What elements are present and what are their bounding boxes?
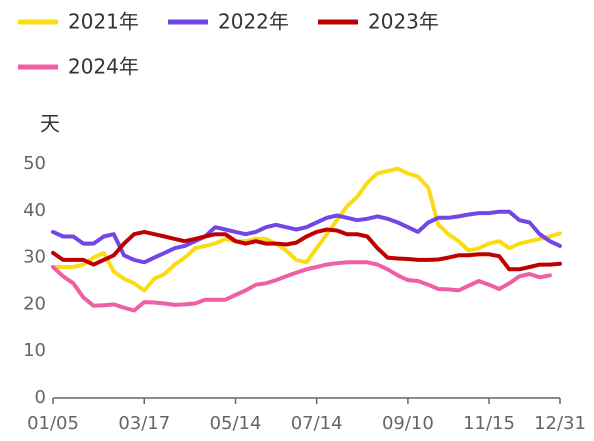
series-line	[51, 227, 562, 272]
x-tick-label: 01/05	[27, 413, 79, 434]
y-tick-label: 20	[23, 293, 46, 314]
x-tick-label: 12/31	[534, 413, 586, 434]
x-tick-label: 11/15	[463, 413, 515, 434]
y-tick-label: 10	[23, 340, 46, 361]
y-tick-label: 0	[35, 387, 46, 408]
series-line	[51, 166, 562, 293]
x-tick-label: 07/14	[291, 413, 343, 434]
y-tick-label: 50	[23, 153, 46, 174]
y-tick-label: 30	[23, 247, 46, 268]
y-axis-label: 天	[40, 112, 60, 136]
series-line	[51, 209, 562, 265]
legend-label: 2022年	[218, 10, 289, 34]
y-tick-label: 40	[23, 200, 46, 221]
x-tick-label: 09/10	[382, 413, 434, 434]
legend-label: 2023年	[368, 10, 439, 34]
x-tick-label: 03/17	[118, 413, 170, 434]
series-line	[51, 260, 552, 313]
x-tick-label: 05/14	[210, 413, 262, 434]
legend-label: 2024年	[68, 55, 139, 79]
legend-label: 2021年	[68, 10, 139, 34]
